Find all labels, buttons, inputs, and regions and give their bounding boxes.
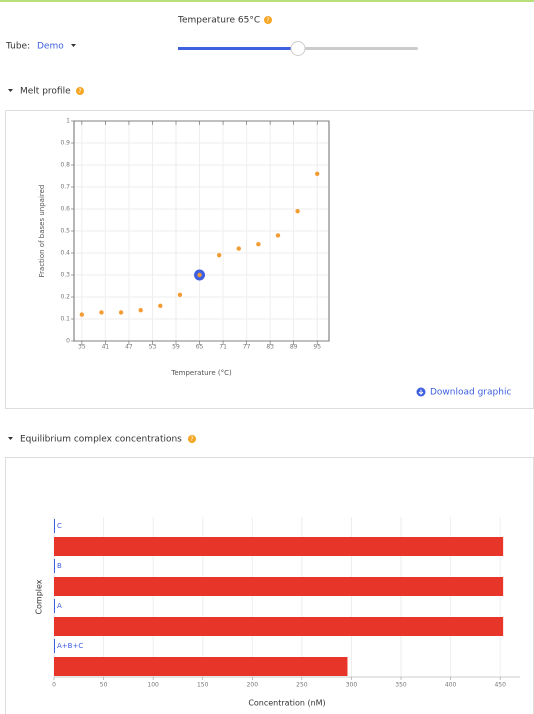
- x-tick-label: 71: [219, 344, 227, 351]
- download-arrow: [418, 389, 424, 395]
- x-tick-label: 41: [102, 344, 110, 351]
- category-label: A+B+C: [57, 642, 83, 650]
- tube-label: Tube:: [5, 42, 30, 52]
- top-bar: [0, 0, 534, 2]
- point: [197, 272, 202, 278]
- dropdown-arrow: [71, 44, 76, 47]
- x-tick-label: 200: [247, 682, 259, 689]
- y-tick-label: 0.5: [60, 228, 70, 235]
- y-tick-label: 0.6: [60, 206, 70, 213]
- x-tick-label: 50: [100, 682, 108, 689]
- category-label: B: [57, 562, 62, 570]
- slider-fill: [178, 47, 298, 50]
- category-label: C: [57, 522, 62, 530]
- bar: [54, 657, 348, 676]
- y-tick-label: 0.7: [60, 184, 70, 191]
- y-tick-label: 0.9: [60, 140, 70, 147]
- download-link[interactable]: Download graphic: [430, 388, 511, 398]
- y-tick-label: 0.4: [60, 250, 70, 257]
- point: [315, 171, 320, 176]
- x-tick-label: 35: [78, 344, 86, 351]
- y-axis-label: Complex: [35, 579, 44, 614]
- help-icon-text: ?: [190, 436, 193, 443]
- y-axis-label: Fraction of bases unpaired: [38, 185, 46, 278]
- y-tick-label: 0.1: [60, 316, 70, 323]
- x-tick-label: 300: [346, 682, 358, 689]
- x-tick-label: 250: [296, 682, 308, 689]
- bar: [54, 577, 504, 596]
- section-title: Equilibrium complex concentrations: [20, 435, 182, 445]
- x-tick-label: 65: [196, 344, 204, 351]
- bar: [54, 537, 504, 556]
- x-tick-label: 59: [172, 344, 180, 351]
- x-tick-label: 77: [243, 344, 251, 351]
- x-tick-label: 95: [313, 344, 321, 351]
- help-icon[interactable]: [76, 87, 84, 95]
- point: [158, 303, 163, 308]
- x-tick-label: 53: [149, 344, 157, 351]
- x-tick-label: 47: [125, 344, 133, 351]
- y-tick-label: 1: [66, 118, 70, 125]
- bar: [54, 617, 504, 636]
- help-icon-text: ?: [266, 17, 269, 24]
- point: [216, 253, 222, 258]
- x-tick-label: 350: [395, 682, 407, 689]
- point: [118, 310, 124, 315]
- point: [99, 310, 104, 315]
- x-tick-label: 83: [266, 344, 274, 351]
- x-tick-label: 450: [494, 682, 506, 689]
- plot-frame: [73, 120, 330, 342]
- point: [177, 292, 183, 297]
- category-label: A: [57, 602, 62, 610]
- x-tick-label: 100: [147, 682, 159, 689]
- slider-knob[interactable]: [290, 41, 306, 56]
- point: [256, 242, 261, 247]
- x-tick-label: 150: [197, 682, 209, 689]
- section-title: Melt profile: [20, 87, 71, 97]
- collapse-arrow[interactable]: [8, 437, 13, 440]
- help-icon-text: ?: [78, 88, 81, 95]
- point: [295, 209, 300, 214]
- y-tick-label: 0.2: [60, 294, 70, 301]
- help-icon[interactable]: [264, 16, 272, 24]
- point: [79, 312, 85, 317]
- x-tick-label: 400: [445, 682, 457, 689]
- x-tick-label: 89: [290, 344, 298, 351]
- point: [236, 246, 241, 251]
- y-tick-label: 0.8: [60, 162, 70, 169]
- point: [275, 233, 281, 238]
- x-axis-label: Concentration (nM): [248, 699, 325, 708]
- temperature-label: Temperature 65°C: [177, 16, 260, 26]
- tube-select[interactable]: Demo: [37, 42, 64, 52]
- point: [138, 308, 143, 313]
- collapse-arrow[interactable]: [8, 89, 13, 92]
- y-tick-label: 0: [66, 338, 70, 345]
- x-axis-label: Temperature (°C): [170, 369, 232, 377]
- x-tick-label: 0: [52, 682, 56, 689]
- help-icon[interactable]: [188, 435, 196, 443]
- y-tick-label: 0.3: [60, 272, 70, 279]
